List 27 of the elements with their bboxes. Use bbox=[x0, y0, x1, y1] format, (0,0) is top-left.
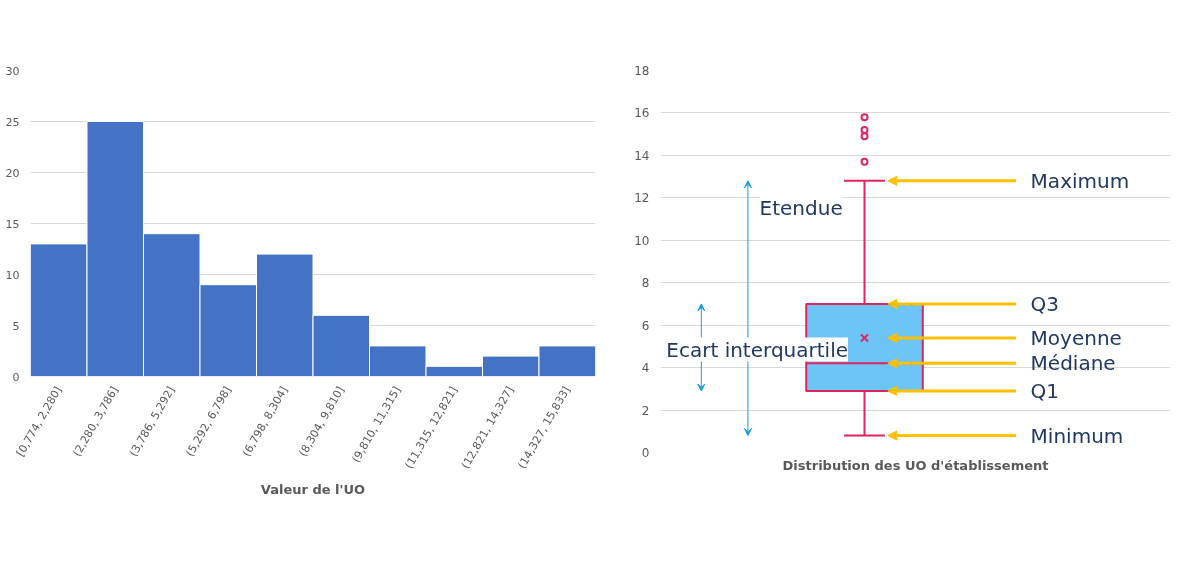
y-tick-label: 10 bbox=[634, 233, 650, 248]
y-tick-label: 0 bbox=[641, 446, 650, 460]
y-tick-label: 14 bbox=[634, 148, 650, 163]
annotation: Médiane bbox=[1030, 351, 1116, 376]
x-axis-title: Valeur de l'UO bbox=[260, 482, 366, 498]
annotation: Q1 bbox=[1030, 378, 1060, 403]
y-tick-label: 6 bbox=[641, 318, 650, 333]
annotation: Etendue bbox=[759, 196, 843, 221]
y-tick-label: 16 bbox=[634, 106, 650, 121]
annotation: Minimum bbox=[1030, 423, 1124, 448]
annotation: Q3 bbox=[1030, 291, 1060, 316]
y-tick-label: 4 bbox=[641, 361, 650, 376]
y-tick-label: 5 bbox=[12, 319, 20, 333]
y-tick-label: 12 bbox=[634, 191, 650, 206]
annotation: Ecart interquartile bbox=[666, 337, 848, 362]
y-tick-label: 15 bbox=[5, 217, 20, 231]
y-tick-label: 18 bbox=[634, 64, 650, 78]
annotation: Maximum bbox=[1030, 168, 1130, 193]
y-tick-label: 8 bbox=[641, 276, 650, 291]
y-tick-label: 0 bbox=[12, 370, 20, 384]
y-tick-label: 25 bbox=[5, 115, 20, 129]
y-tick-label: 30 bbox=[5, 64, 20, 78]
y-tick-label: 10 bbox=[5, 268, 20, 282]
x-axis-title: Distribution des UO d'établissement bbox=[782, 457, 1049, 473]
annotation: Moyenne bbox=[1030, 325, 1122, 350]
y-tick-label: 2 bbox=[641, 403, 650, 418]
y-tick-label: 20 bbox=[5, 166, 20, 180]
